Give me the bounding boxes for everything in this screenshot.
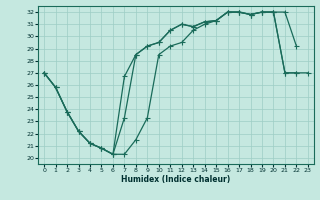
X-axis label: Humidex (Indice chaleur): Humidex (Indice chaleur) [121, 175, 231, 184]
